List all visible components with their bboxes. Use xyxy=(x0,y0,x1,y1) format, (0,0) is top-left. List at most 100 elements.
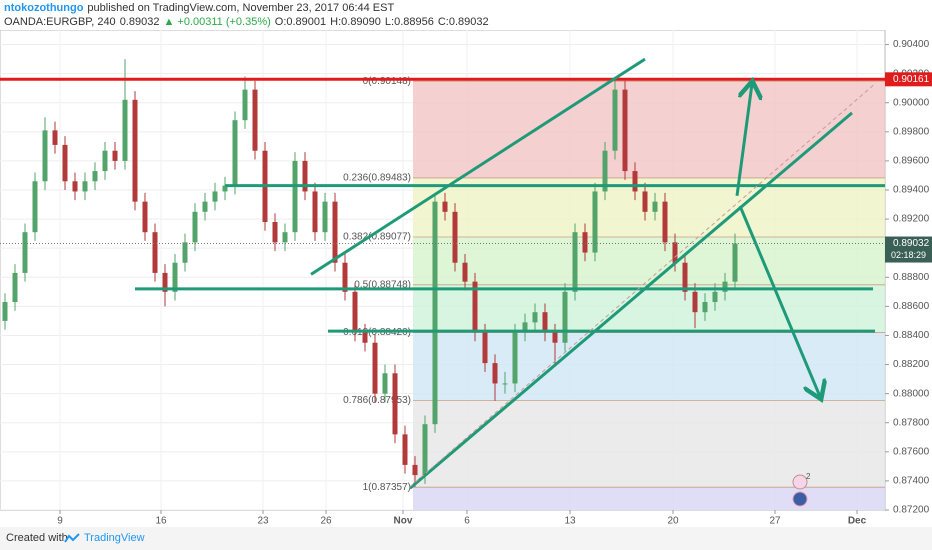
fib-label: 0.382(0.89077) xyxy=(343,232,411,243)
candle-body xyxy=(302,160,308,192)
candle-body xyxy=(392,373,398,435)
candle-body xyxy=(12,272,18,302)
header-line-2: OANDA:EURGBP, 240 0.89032 ▲ +0.00311 (+0.3… xyxy=(4,16,493,28)
resistance-tag xyxy=(885,72,932,87)
candle-body xyxy=(632,171,638,192)
countdown: 02:18:29 xyxy=(891,250,926,260)
fib-label: 0.5(0.88748) xyxy=(354,279,411,290)
dashed-line xyxy=(409,83,876,488)
y-tick-label: 0.87400 xyxy=(893,476,930,487)
candle-body xyxy=(432,201,438,425)
plot-area: 0(0.90148) 0.236(0.89483) 0.382(0.89077) 0.… xyxy=(0,30,885,510)
candle-body xyxy=(22,232,28,273)
trend-line xyxy=(310,57,646,276)
candle-body xyxy=(672,242,678,263)
candle-body xyxy=(642,191,648,212)
event-icon xyxy=(792,474,808,490)
arrow xyxy=(738,205,820,397)
candle-body xyxy=(562,291,568,343)
candle-body xyxy=(572,232,578,292)
candle-body xyxy=(422,424,428,476)
y-tick-label: 0.89800 xyxy=(893,126,930,137)
candle-body xyxy=(402,434,408,465)
fib-zone xyxy=(413,487,885,510)
open: O:0.89001 xyxy=(274,16,327,28)
candle-body xyxy=(272,222,278,243)
header-line-1: ntokozothungo published on TradingView.co… xyxy=(4,2,398,14)
y-tick-label: 0.88000 xyxy=(893,388,930,399)
x-tick-label: 23 xyxy=(257,516,269,527)
y-tick-label: 0.87800 xyxy=(893,417,930,428)
candle-body xyxy=(132,99,138,202)
candle-body xyxy=(552,332,558,343)
y-tick-label: 0.90400 xyxy=(893,39,930,50)
chart: 0(0.90148) 0.236(0.89483) 0.382(0.89077) 0.… xyxy=(0,30,932,527)
fib-label: 0(0.90148) xyxy=(363,76,411,87)
candle-body xyxy=(412,464,418,476)
candle-body xyxy=(452,211,458,263)
candle-body xyxy=(82,181,88,192)
y-tick-label: 0.89600 xyxy=(893,156,930,167)
candle-body xyxy=(582,232,588,253)
high: H:0.89090 xyxy=(330,16,381,28)
candle-body xyxy=(522,322,528,333)
fib-label: 0.236(0.89483) xyxy=(343,173,411,184)
candle-body xyxy=(462,262,468,282)
candle-body xyxy=(122,99,128,161)
event-icon xyxy=(792,491,808,507)
candle-body xyxy=(232,120,238,186)
fib-label: 1(0.87357) xyxy=(363,482,411,493)
candle-body xyxy=(722,281,728,292)
candle-body xyxy=(92,171,98,182)
resistance-label: 0.90161 xyxy=(893,74,930,85)
axes: 0.87200 0.87400 0.87600 0.87800 0.88000 0.882… xyxy=(57,39,932,527)
candle-body xyxy=(62,144,68,182)
author[interactable]: ntokozothungo xyxy=(4,2,84,14)
candle-body xyxy=(152,232,158,273)
candle-body xyxy=(352,291,358,333)
fib-zone xyxy=(413,236,885,285)
candle-body xyxy=(512,332,518,384)
candle-body xyxy=(502,383,508,385)
candle-body xyxy=(382,373,388,394)
candle-body xyxy=(142,201,148,233)
logo xyxy=(64,533,80,543)
candle-body xyxy=(182,242,188,263)
candle-body xyxy=(702,302,708,313)
candle-body xyxy=(532,312,538,323)
y-tick-label: 0.88600 xyxy=(893,301,930,312)
candle-body xyxy=(202,201,208,212)
candle-body xyxy=(172,262,178,292)
candle-body xyxy=(732,243,738,282)
footer-brand[interactable]: TradingView xyxy=(84,532,145,544)
x-tick-label: Nov xyxy=(394,516,413,527)
x-tick-label: Dec xyxy=(848,516,867,527)
footer-created: Created with xyxy=(6,532,68,544)
candle-body xyxy=(102,150,108,172)
badge: 2 xyxy=(806,472,811,481)
candle-body xyxy=(472,281,478,333)
candle-body xyxy=(2,302,8,321)
y-tick-label: 0.88800 xyxy=(893,272,930,283)
fib-zone xyxy=(413,284,885,333)
x-tick-label: 26 xyxy=(320,516,332,527)
candle-body xyxy=(72,181,78,192)
last-price-tag xyxy=(885,236,932,263)
candle-body xyxy=(212,191,218,202)
candle-body xyxy=(282,232,288,243)
candle-body xyxy=(52,130,58,145)
x-tick-label: 27 xyxy=(769,516,781,527)
candle-body xyxy=(32,181,38,233)
y-tick-label: 0.90000 xyxy=(893,97,930,108)
fib-zone xyxy=(413,177,885,237)
candle-body xyxy=(712,291,718,302)
candle-body xyxy=(112,150,118,161)
candle-body xyxy=(332,201,338,263)
fib-zone xyxy=(413,81,885,178)
x-tick-label: 13 xyxy=(564,516,576,527)
y-tick-label: 0.87200 xyxy=(893,505,930,516)
published: published on TradingView.com, November 2… xyxy=(87,2,395,14)
change: ▲ +0.00311 (+0.35%) xyxy=(163,16,271,28)
candle-body xyxy=(192,211,198,243)
